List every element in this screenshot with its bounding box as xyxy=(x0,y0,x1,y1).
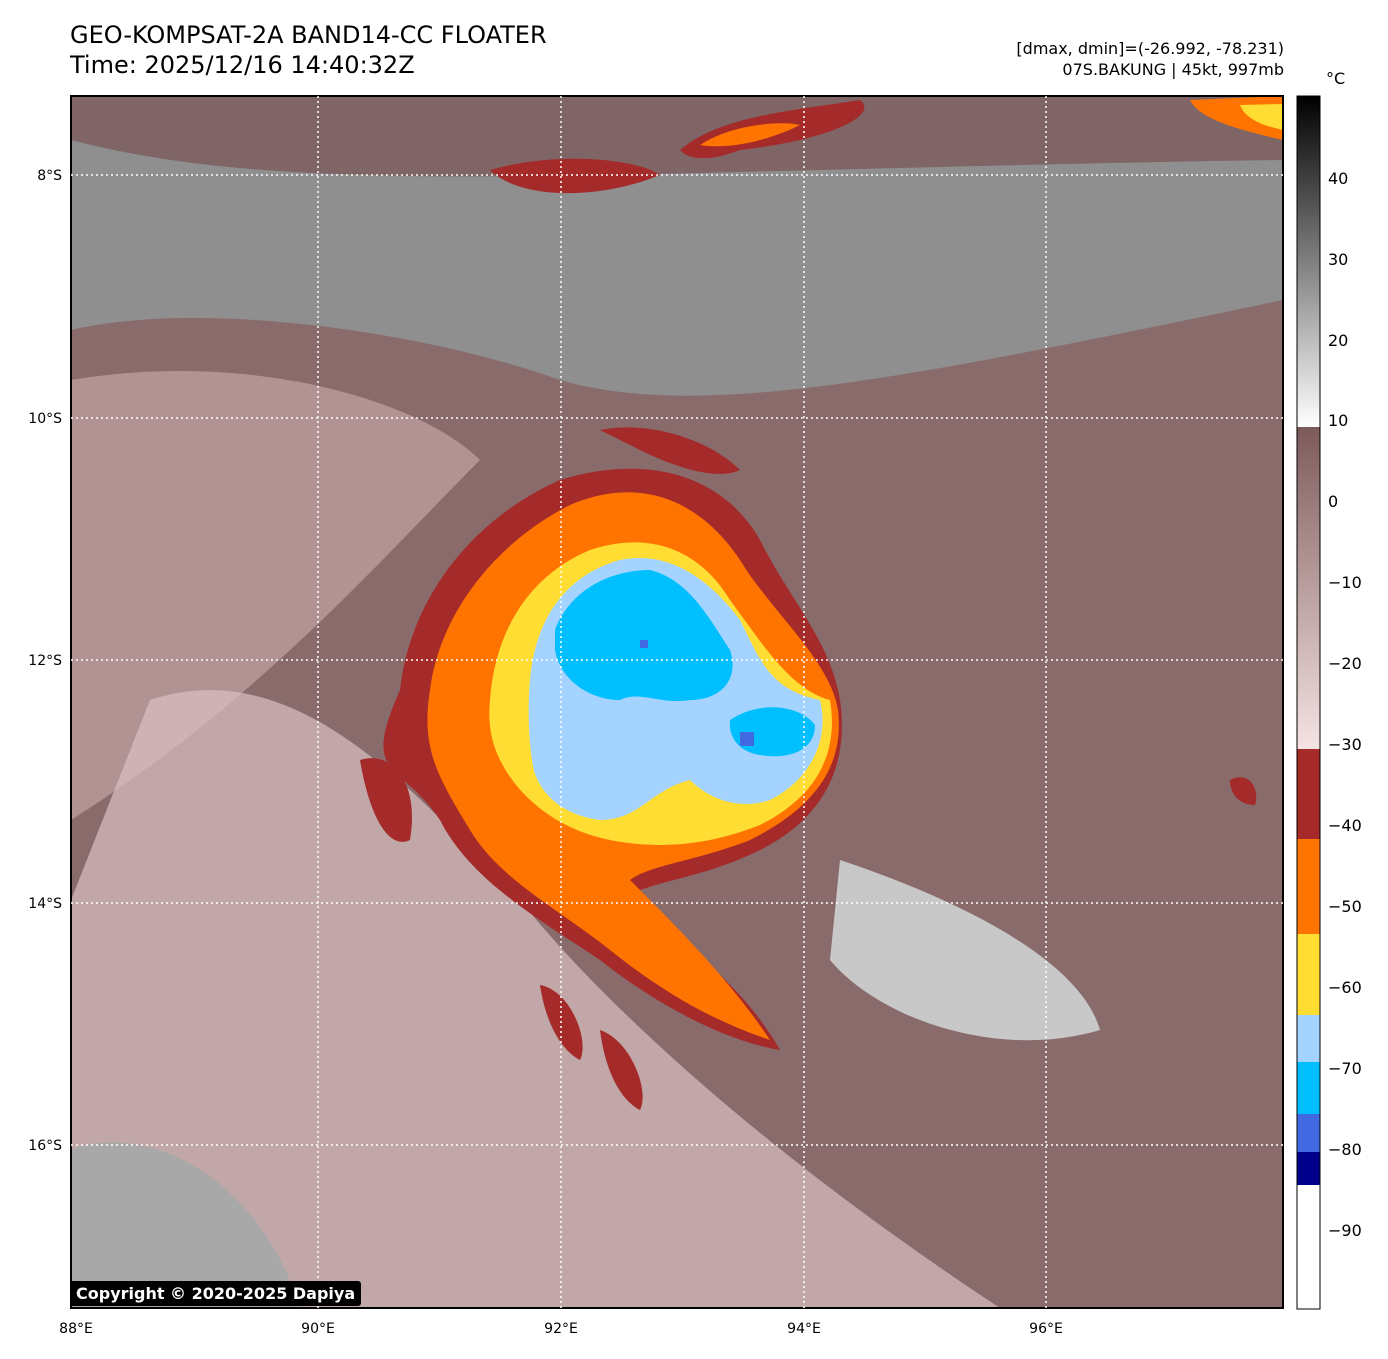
colorbar-gray-segment xyxy=(1297,96,1320,427)
data-range: [dmax, dmin]=(-26.992, -78.231) xyxy=(1016,39,1284,58)
colorbar-yellow-segment xyxy=(1297,934,1320,1015)
colorbar-darkred-segment xyxy=(1297,749,1320,839)
lon-label: 88°E xyxy=(59,1321,93,1337)
colorbar-tick: −90 xyxy=(1328,1221,1362,1240)
lat-label: 16°S xyxy=(28,1138,62,1154)
lat-label: 8°S xyxy=(37,168,62,184)
colorbar-navy-segment xyxy=(1297,1152,1320,1185)
east-cell xyxy=(1230,777,1257,805)
low-cloud-sw xyxy=(71,1142,300,1308)
north-band xyxy=(71,96,1283,177)
colorbar-tick: −30 xyxy=(1328,735,1362,754)
south-tendril-2 xyxy=(600,1030,643,1110)
north-convection-2-core xyxy=(1240,104,1283,130)
colorbar-tick: 0 xyxy=(1328,492,1338,511)
lon-label: 96°E xyxy=(1029,1321,1063,1337)
lat-labels: 8°S 10°S 12°S 14°S 16°S xyxy=(28,168,62,1154)
cirrus-south xyxy=(71,690,1000,1308)
storm-core-coldest xyxy=(740,732,754,746)
colorbar-tick: −50 xyxy=(1328,897,1362,916)
north-convection-1-core xyxy=(700,123,800,147)
storm-outflow-arc xyxy=(600,427,740,474)
map-frame xyxy=(70,95,1284,1309)
storm-core-cyan xyxy=(555,570,733,702)
colorbar xyxy=(1296,95,1321,1310)
lon-labels: 88°E 90°E 92°E 94°E 96°E xyxy=(59,1321,1063,1337)
colorbar-tick: 40 xyxy=(1328,169,1348,188)
colorbar-tick: −70 xyxy=(1328,1059,1362,1078)
colorbar-tick: −10 xyxy=(1328,573,1362,592)
colorbar-white-segment xyxy=(1297,1185,1320,1309)
colorbar-unit: °C xyxy=(1326,69,1345,88)
storm-core-cold-pixel xyxy=(640,640,648,648)
low-cloud-patch xyxy=(830,860,1100,1041)
colorbar-tick: 20 xyxy=(1328,331,1348,350)
colorbar-tick: −80 xyxy=(1328,1140,1362,1159)
colorbar-brown-segment xyxy=(1297,427,1320,749)
colorbar-tick: −20 xyxy=(1328,654,1362,673)
copyright-badge: Copyright © 2020-2025 Dapiya xyxy=(70,1281,362,1306)
colorbar-tick: −60 xyxy=(1328,978,1362,997)
north-convection-3 xyxy=(490,158,660,194)
storm-label: 07S.BAKUNG | 45kt, 997mb xyxy=(1062,60,1284,79)
storm-info: [dmax, dmin]=(-26.992, -78.231) 07S.BAKU… xyxy=(1016,38,1284,80)
figure-title: GEO-KOMPSAT-2A BAND14-CC FLOATER Time: 2… xyxy=(70,20,547,80)
colorbar-tick: −40 xyxy=(1328,816,1362,835)
west-tendril xyxy=(360,758,412,842)
title-line-1: GEO-KOMPSAT-2A BAND14-CC FLOATER xyxy=(70,21,547,49)
colorbar-frame xyxy=(1296,95,1321,1310)
colorbar-cyan-segment xyxy=(1297,1062,1320,1114)
colorbar-tick: 30 xyxy=(1328,250,1348,269)
colorbar-lightblue-segment xyxy=(1297,1015,1320,1062)
imagery xyxy=(71,96,1283,1308)
colorbar-tick: 10 xyxy=(1328,411,1348,430)
colorbar-royalblue-segment xyxy=(1297,1114,1320,1152)
colorbar-orange-segment xyxy=(1297,839,1320,934)
lon-label: 92°E xyxy=(544,1321,578,1337)
lat-label: 12°S xyxy=(28,653,62,669)
lon-label: 90°E xyxy=(301,1321,335,1337)
lat-label: 14°S xyxy=(28,896,62,912)
lat-label: 10°S xyxy=(28,411,62,427)
title-line-2: Time: 2025/12/16 14:40:32Z xyxy=(70,51,415,79)
graticule xyxy=(71,96,1283,1308)
colorbar-ticks: °C 40 30 20 10 0 −10 −20 −30 −40 −50 −60… xyxy=(1326,69,1362,1240)
lon-label: 94°E xyxy=(787,1321,821,1337)
